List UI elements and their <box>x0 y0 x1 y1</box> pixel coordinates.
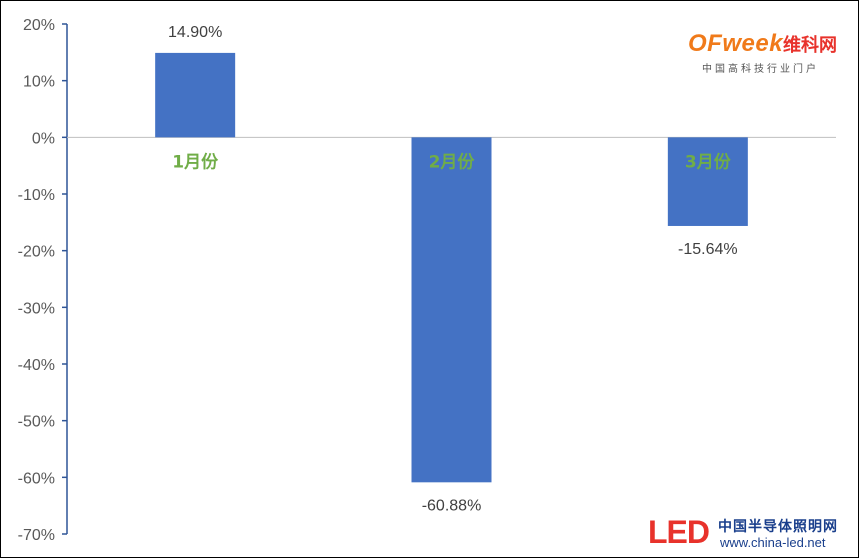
ofweek-watermark: OFweek维科网 中国高科技行业门户 <box>688 30 848 75</box>
ofweek-brand-cn: 维科网 <box>783 35 838 56</box>
ofweek-subtitle: 中国高科技行业门户 <box>702 64 819 75</box>
bar <box>155 52 236 138</box>
y-tick-label: -40% <box>18 357 55 374</box>
led-site-name: 中国半导体照明网 <box>718 519 838 535</box>
y-tick-label: 0% <box>32 130 55 147</box>
data-label: -60.88% <box>422 497 482 514</box>
y-tick-label: 10% <box>23 74 55 91</box>
category-label: 1月份 <box>172 151 219 172</box>
bars <box>155 52 748 483</box>
y-tick-label: -30% <box>18 300 55 317</box>
led-logo-le: LE <box>648 514 688 550</box>
y-tick-label: 20% <box>23 17 55 34</box>
led-logo: LED <box>648 514 710 551</box>
led-logo-d: D <box>686 514 710 550</box>
category-label: 3月份 <box>685 151 732 172</box>
category-label: 2月份 <box>429 151 476 172</box>
data-labels: 14.90% -60.88% -15.64% <box>168 24 738 514</box>
y-tick-label: -20% <box>18 244 55 261</box>
led-site-url: www.china-led.net <box>720 535 826 550</box>
data-label: 14.90% <box>168 24 222 41</box>
bar <box>411 137 492 483</box>
y-tick-label: -10% <box>18 187 55 204</box>
china-led-watermark: LED 中国半导体照明网 www.china-led.net <box>648 514 853 554</box>
ofweek-brand: OFweek <box>688 30 784 57</box>
data-label: -15.64% <box>678 241 738 258</box>
bar <box>667 137 748 226</box>
y-tick-label: -50% <box>18 414 55 431</box>
category-labels: 1月份 2月份 3月份 <box>172 151 731 172</box>
y-tick-label: -60% <box>18 470 55 487</box>
y-tick-label: -70% <box>18 527 55 544</box>
